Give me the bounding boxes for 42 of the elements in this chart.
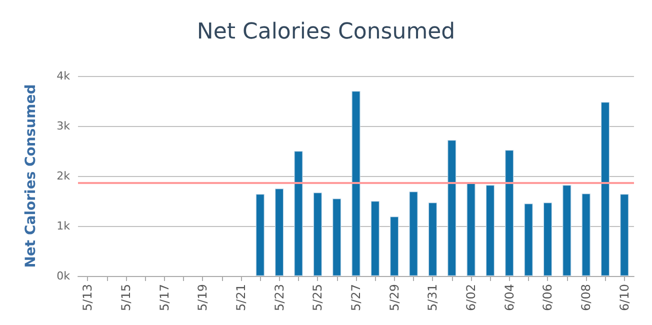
x-tick-label: 6/06: [540, 284, 555, 311]
bar: [600, 102, 610, 276]
x-tick-label: 5/27: [349, 284, 363, 311]
bar: [505, 150, 514, 276]
x-tick-label: 6/08: [579, 284, 594, 311]
x-tick-label: 5/15: [118, 284, 133, 311]
bar: [409, 192, 418, 276]
chart-title: Net Calories Consumed: [196, 20, 456, 44]
bar: [294, 151, 303, 276]
bar: [524, 204, 533, 276]
bar: [543, 202, 552, 276]
x-tick-label: 5/13: [80, 284, 95, 311]
x-tick-label: 5/31: [426, 284, 440, 311]
x-tick-label: 6/10: [617, 284, 632, 311]
bar: [352, 91, 360, 276]
y-tick-label: 0k: [56, 270, 71, 282]
bar: [256, 194, 264, 276]
x-tick-label: 5/17: [157, 284, 172, 311]
x-tick-label: 5/29: [387, 284, 402, 311]
bar: [428, 202, 438, 276]
bar: [274, 188, 284, 276]
bar: [562, 185, 572, 276]
bar: [582, 194, 590, 276]
bar: [466, 182, 476, 276]
y-tick-label: 3k: [56, 120, 71, 132]
y-tick-label: 2k: [56, 170, 71, 182]
bar: [332, 198, 342, 276]
x-tick-label: 5/23: [272, 284, 286, 311]
bar: [486, 185, 495, 276]
y-axis-title: Net Calories Consumed: [23, 84, 39, 268]
bar: [390, 216, 399, 276]
bar: [313, 192, 322, 276]
x-tick-label: 6/02: [464, 284, 478, 311]
y-tick-label: 4k: [56, 70, 71, 82]
bar: [370, 201, 380, 276]
x-tick-label: 5/25: [310, 284, 325, 311]
x-tick-label: 5/21: [234, 284, 248, 311]
x-tick-label: 6/04: [502, 284, 516, 311]
bar: [448, 140, 456, 276]
x-tick-label: 5/19: [196, 284, 210, 311]
y-tick-label: 1k: [56, 220, 71, 232]
bar: [620, 194, 629, 276]
